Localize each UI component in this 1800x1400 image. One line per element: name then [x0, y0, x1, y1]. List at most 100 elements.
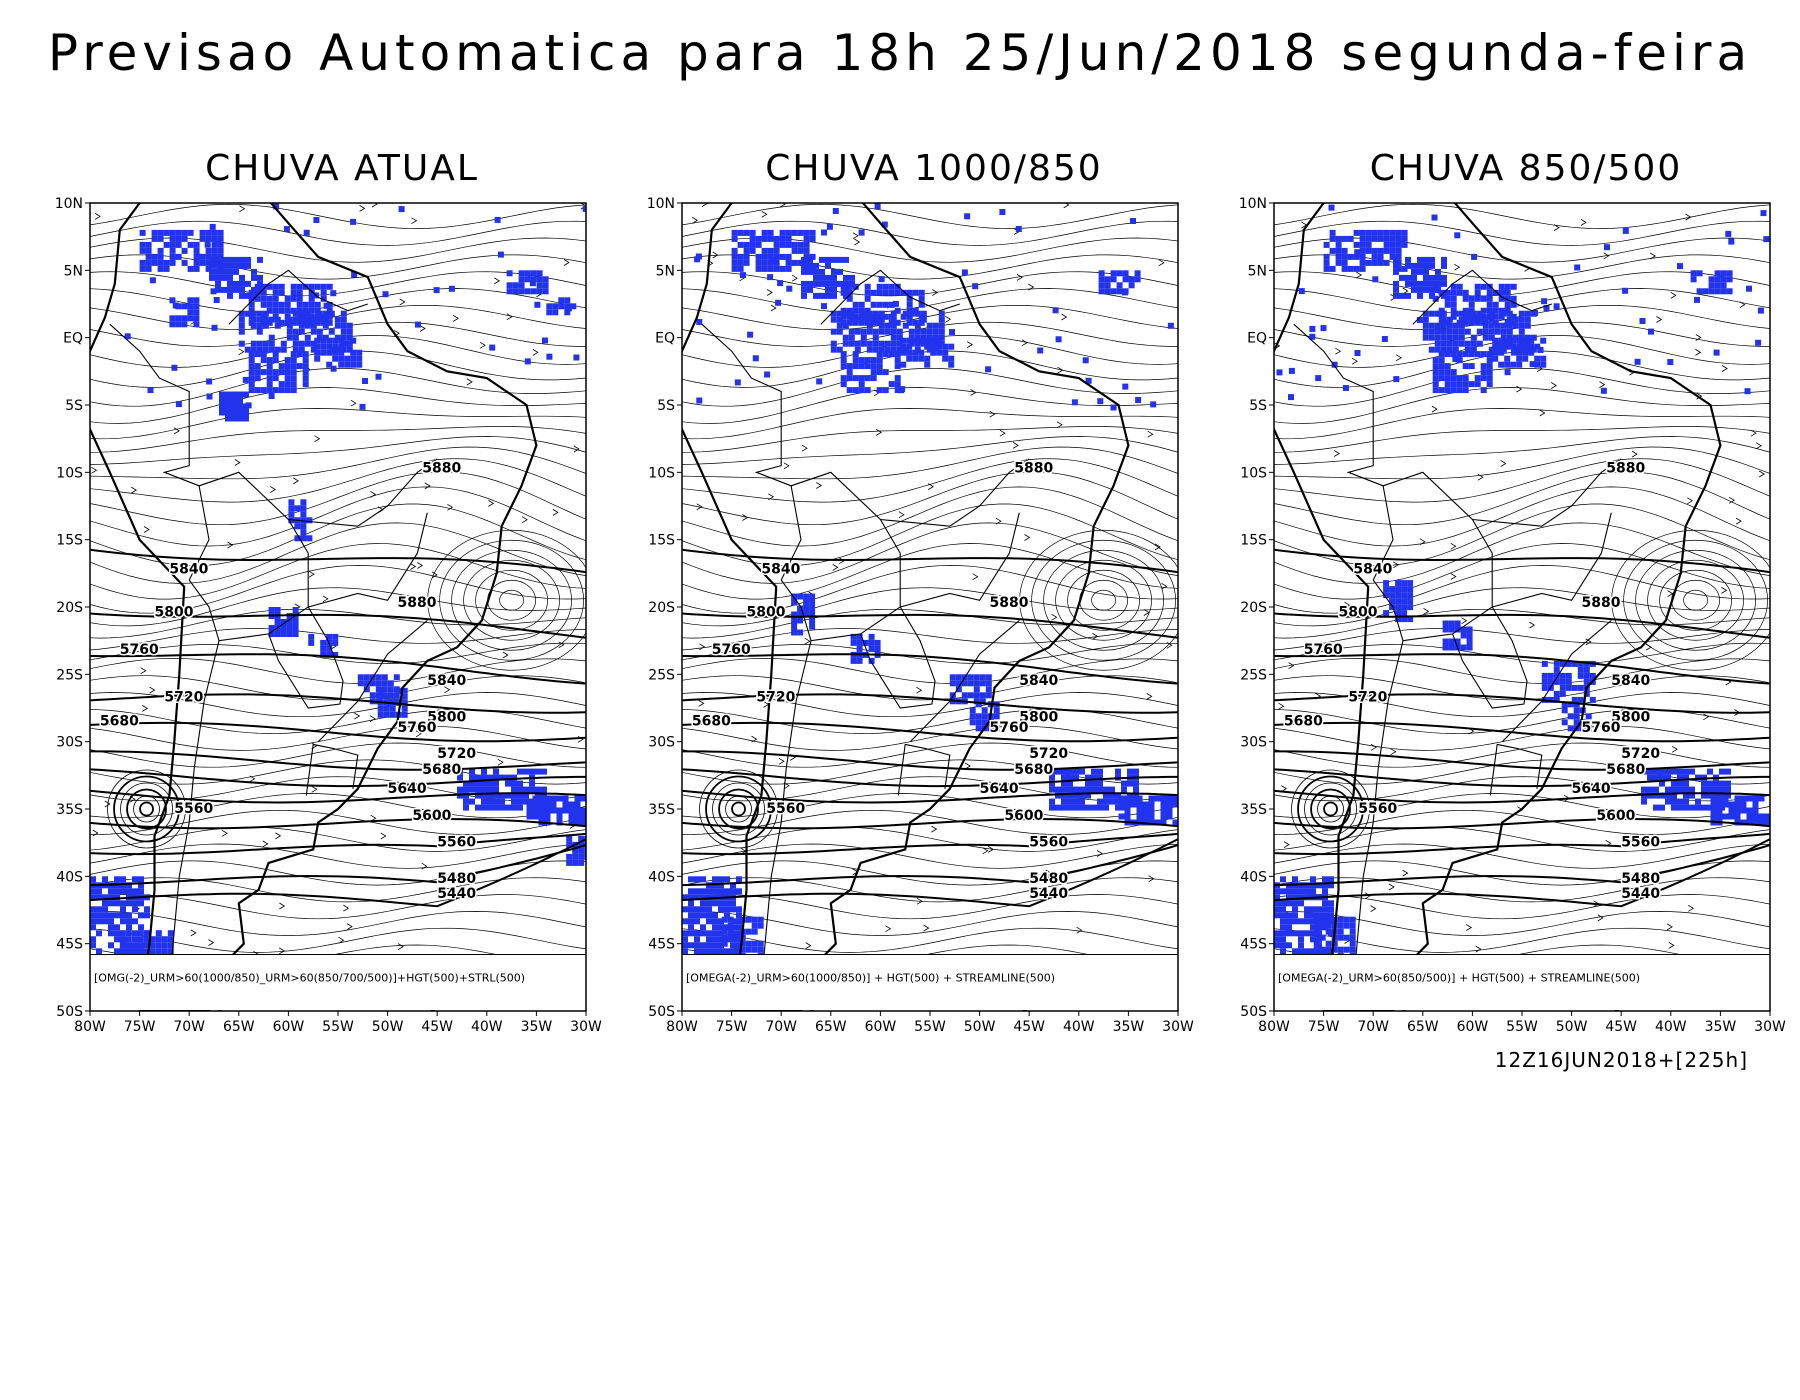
rain-cell — [1701, 780, 1707, 787]
rain-cell — [1407, 580, 1414, 587]
rain-cell — [1319, 916, 1326, 923]
rain-cell — [830, 346, 837, 353]
rain-cell — [761, 265, 768, 272]
rain-cell — [1098, 276, 1105, 283]
rain-cell — [382, 291, 389, 298]
rain-cell — [387, 692, 394, 699]
rain-cell — [1567, 713, 1574, 720]
rain-cell — [906, 337, 913, 344]
rain-cell — [132, 936, 138, 943]
rain-cell — [1752, 795, 1759, 802]
rain-cell — [181, 259, 188, 266]
rain-cell — [245, 280, 251, 287]
rain-cell — [326, 361, 333, 368]
panel-legend: [OMEGA(-2)_URM>60(1000/850)] + HGT(500) … — [686, 971, 1055, 984]
rain-cell — [1653, 804, 1659, 811]
rain-cell — [840, 313, 847, 320]
rain-cell — [733, 946, 740, 953]
rain-cell — [1716, 801, 1723, 808]
rain-cell — [1486, 369, 1493, 376]
rain-cell — [1371, 235, 1378, 242]
rain-cell — [511, 774, 517, 781]
rain-cell — [938, 328, 945, 335]
rain-cell — [1577, 660, 1584, 667]
rain-cell — [377, 693, 384, 700]
rain-cell — [274, 346, 281, 353]
rain-cell — [803, 611, 810, 618]
rain-cell — [377, 705, 384, 712]
rain-cell — [1429, 262, 1435, 269]
rain-cell — [487, 786, 493, 793]
rain-cell — [1714, 282, 1721, 289]
rain-cell — [870, 301, 877, 308]
rain-cell — [568, 819, 575, 826]
rain-cell — [535, 786, 541, 793]
rain-cell — [256, 322, 263, 329]
contour-labels: 5880588058405800576057205680556058405800… — [1282, 459, 1662, 904]
rain-cell — [1148, 819, 1155, 826]
rain-cell — [1323, 253, 1330, 260]
rain-cell — [138, 912, 144, 919]
rain-cell — [383, 711, 390, 718]
rain-cell — [749, 247, 756, 254]
rain-cell — [846, 375, 853, 382]
rain-cell — [1486, 283, 1493, 290]
rain-cell — [1488, 322, 1495, 329]
rain-cell — [260, 301, 267, 308]
rain-cell — [1354, 350, 1361, 356]
rain-cell — [694, 930, 700, 937]
rain-cell — [284, 357, 291, 364]
rain-cell — [497, 251, 504, 258]
gyre-streamline — [1091, 589, 1116, 611]
rain-cell — [1429, 280, 1435, 287]
rain-cell — [1313, 934, 1320, 941]
rain-cell — [227, 256, 233, 263]
rain-cell — [813, 274, 819, 281]
rain-cell — [1695, 798, 1701, 805]
lat-tick-label: 25S — [648, 667, 675, 683]
rain-cell — [193, 241, 200, 248]
rain-cell — [718, 888, 724, 895]
rain-cell — [724, 912, 730, 919]
rain-cell — [700, 906, 706, 913]
rain-cell — [1752, 819, 1759, 826]
rain-cell — [511, 786, 517, 793]
rain-cell — [1315, 375, 1322, 382]
rain-cell — [1683, 780, 1689, 787]
rain-cell — [256, 340, 263, 347]
rain-cell — [260, 357, 267, 364]
rain-cell — [572, 853, 579, 860]
rain-cell — [764, 371, 771, 378]
rain-cell — [1725, 230, 1732, 237]
rain-cell — [320, 337, 327, 344]
rain-cell — [842, 310, 849, 317]
rain-cell — [843, 256, 849, 263]
rain-cell — [126, 912, 132, 919]
rain-cell — [272, 375, 279, 382]
rain-cell — [357, 674, 364, 681]
rain-cell — [830, 310, 837, 317]
rain-cell — [1466, 638, 1473, 645]
rain-cell — [1349, 916, 1356, 923]
rain-cell — [803, 235, 810, 242]
rain-cell — [993, 725, 1000, 732]
rain-cell — [1438, 375, 1445, 382]
rain-cell — [695, 253, 702, 260]
rain-cell — [809, 235, 816, 242]
rain-cell — [251, 274, 257, 281]
rain-cell — [1310, 936, 1316, 943]
rain-cell — [284, 369, 291, 376]
rain-cell — [1720, 276, 1727, 283]
rain-cell — [90, 936, 96, 943]
rain-cell — [457, 792, 463, 799]
rain-cell — [1304, 948, 1310, 955]
rain-cell — [157, 235, 164, 242]
rain-cell — [288, 511, 295, 518]
rain-cell — [302, 369, 309, 376]
rain-cell — [1417, 268, 1423, 275]
rain-cell — [786, 285, 793, 292]
rain-cell — [1372, 276, 1379, 283]
rain-cell — [1653, 774, 1659, 781]
rain-cell — [1079, 792, 1085, 799]
rain-cell — [346, 328, 353, 335]
